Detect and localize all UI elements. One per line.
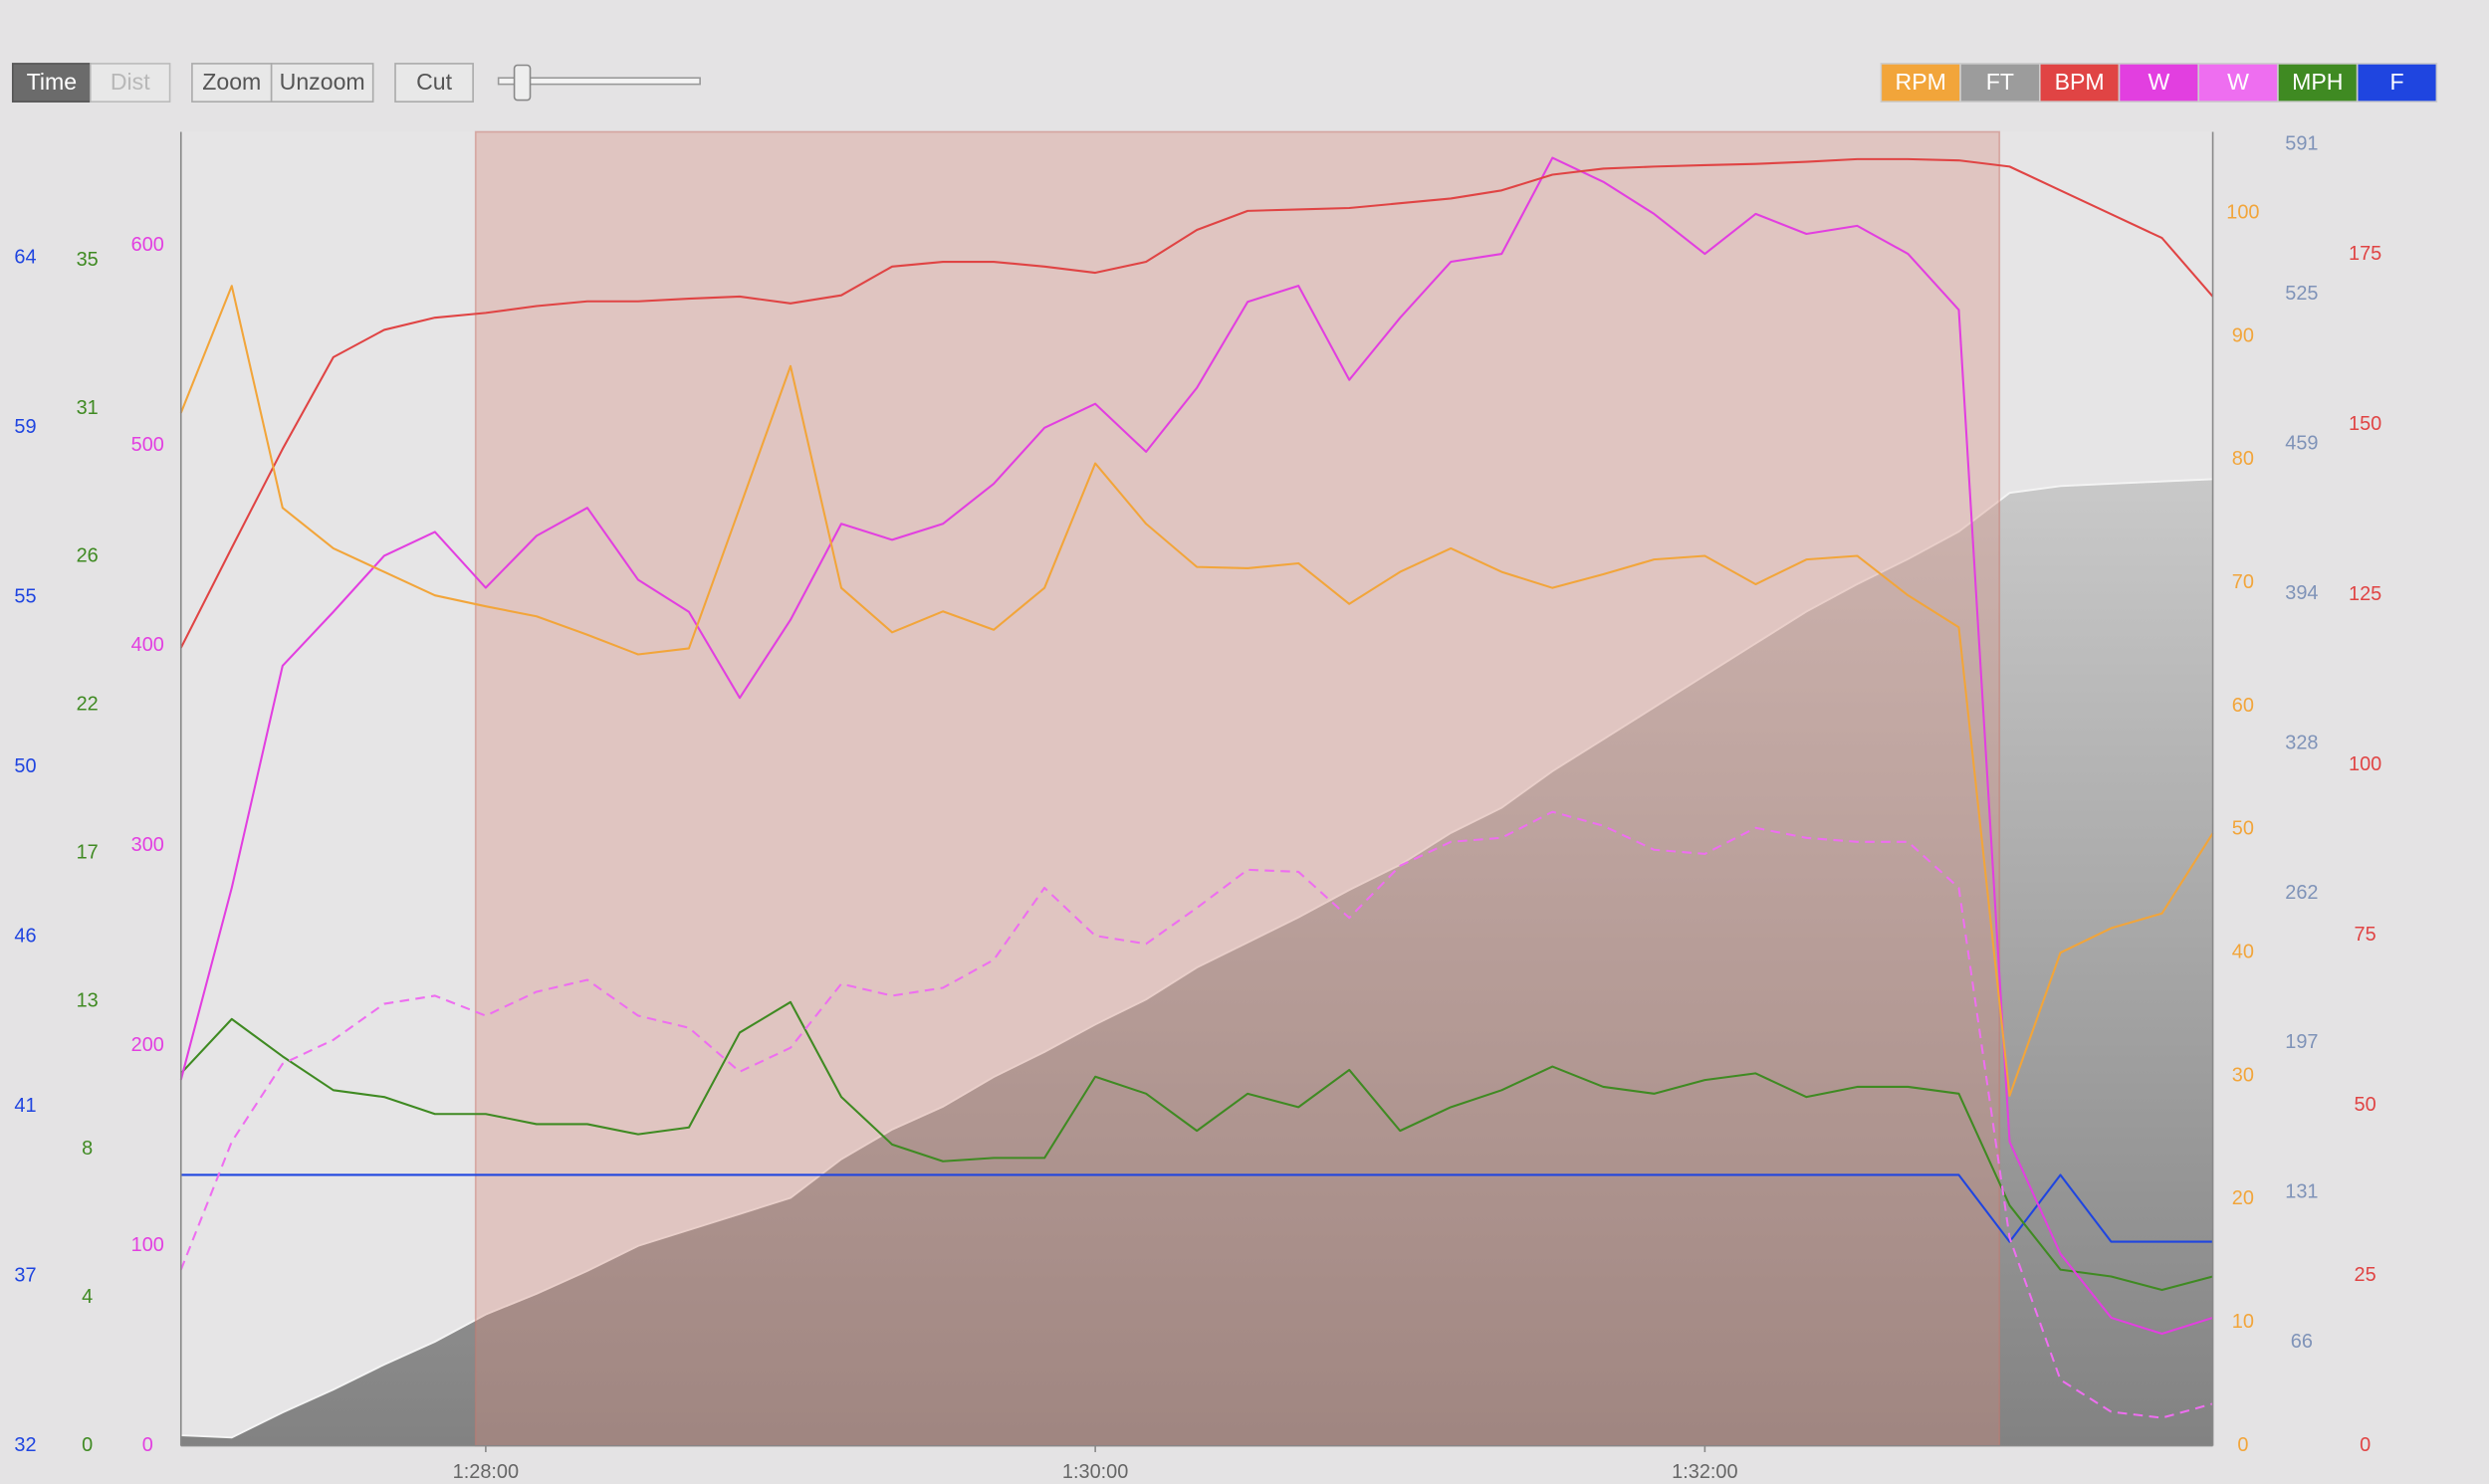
legend-label: F [2389,69,2403,95]
y-tick-label: 200 [131,1034,164,1056]
y-tick-label: 31 [77,397,99,419]
y-tick-label: 100 [2226,201,2259,223]
y-tick-label: 328 [2285,732,2318,753]
y-tick-label: 55 [14,585,36,607]
y-tick-label: 459 [2285,432,2318,454]
series-line [179,285,2214,1097]
y-tick-label: 32 [14,1434,36,1456]
y-tick-label: 100 [131,1234,164,1256]
legend-label: BPM [2055,69,2105,95]
series-line [180,1173,2213,1243]
zoom-label: Zoom [202,69,261,95]
y-tick-label: 13 [77,989,99,1011]
y-tick-label: 4 [82,1286,93,1308]
y-tick-label: 197 [2285,1031,2318,1053]
series-line [179,810,2213,1419]
y-tick-label: 64 [14,247,36,269]
x-tick-label: 1:30:00 [1062,1461,1128,1483]
y-tick-label: 26 [77,545,99,567]
legend-button[interactable] [2277,63,2359,103]
y-tick-label: 0 [142,1434,153,1456]
y-tick-label: 46 [14,926,36,948]
legend-button[interactable] [2197,63,2279,103]
y-tick-label: 500 [131,434,164,456]
legend-button[interactable] [2118,63,2200,103]
dist-button[interactable] [90,63,171,103]
y-tick-label: 150 [2349,413,2381,435]
y-tick-label: 0 [2360,1434,2371,1456]
y-tick-label: 394 [2285,582,2318,604]
y-tick-label: 262 [2285,882,2318,904]
x-tick-label: 1:28:00 [453,1461,519,1483]
toolbar: Time Dist Zoom Unzoom Cut [11,63,701,103]
y-tick-label: 22 [77,694,99,716]
y-tick-label: 125 [2349,583,2381,605]
y-tick-label: 20 [2232,1187,2254,1209]
y-tick-label: 0 [82,1434,93,1456]
y-tick-label: 90 [2232,324,2254,346]
y-tick-label: 75 [2355,924,2376,946]
legend-label: W [2148,69,2169,95]
y-tick-label: 100 [2349,753,2381,775]
y-tick-label: 59 [14,416,36,438]
y-tick-label: 300 [131,834,164,856]
dist-label: Dist [111,69,150,95]
slider-track[interactable] [497,77,701,86]
unzoom-button[interactable] [270,63,374,103]
legend-label: W [2227,69,2249,95]
y-tick-label: 525 [2285,283,2318,305]
y-tick-label: 400 [131,634,164,656]
legend-label: MPH [2292,69,2343,95]
y-tick-label: 131 [2285,1181,2318,1203]
y-tick-label: 80 [2232,448,2254,470]
legend-button[interactable] [2356,63,2438,103]
area [180,479,2213,1446]
y-tick-label: 50 [2355,1094,2376,1116]
y-tick-label: 0 [2237,1434,2248,1456]
legend-label: FT [1986,69,2014,95]
y-tick-label: 50 [2232,818,2254,840]
legend: RPM FT BPM W W MPH F [1880,63,2438,103]
y-tick-label: 60 [2232,695,2254,717]
selection[interactable] [474,130,2001,1447]
y-tick-label: 40 [2232,942,2254,963]
area-edge [180,478,2213,1439]
y-tick-label: 66 [2291,1331,2313,1353]
series-line [180,1000,2213,1292]
legend-button[interactable] [2038,63,2121,103]
y-tick-label: 175 [2349,243,2381,265]
y-tick-label: 17 [77,841,99,863]
y-tick-label: 25 [2355,1264,2376,1286]
time-label: Time [27,69,78,95]
legend-button[interactable] [1880,63,1961,103]
y-tick-label: 41 [14,1095,36,1117]
y-tick-label: 70 [2232,571,2254,593]
slider-thumb[interactable] [513,64,532,102]
time-button[interactable] [11,63,92,103]
series-line [179,156,2213,1336]
x-tick-label: 1:32:00 [1672,1461,1737,1483]
unzoom-label: Unzoom [280,69,365,95]
y-tick-label: 10 [2232,1311,2254,1333]
zoom-button[interactable] [191,63,273,103]
cut-button[interactable] [394,63,474,103]
y-tick-label: 600 [131,234,164,256]
y-tick-label: 50 [14,755,36,777]
legend-label: RPM [1896,69,1946,95]
y-tick-label: 35 [77,249,99,271]
y-tick-label: 591 [2285,133,2318,155]
series-line [179,157,2214,649]
y-tick-label: 8 [82,1138,93,1160]
cut-label: Cut [416,69,453,95]
plot: 1:28:00 1:30:00 1:32:000100200300400500600… [14,130,2381,1483]
y-tick-label: 30 [2232,1064,2254,1086]
y-tick-label: 37 [14,1264,36,1286]
